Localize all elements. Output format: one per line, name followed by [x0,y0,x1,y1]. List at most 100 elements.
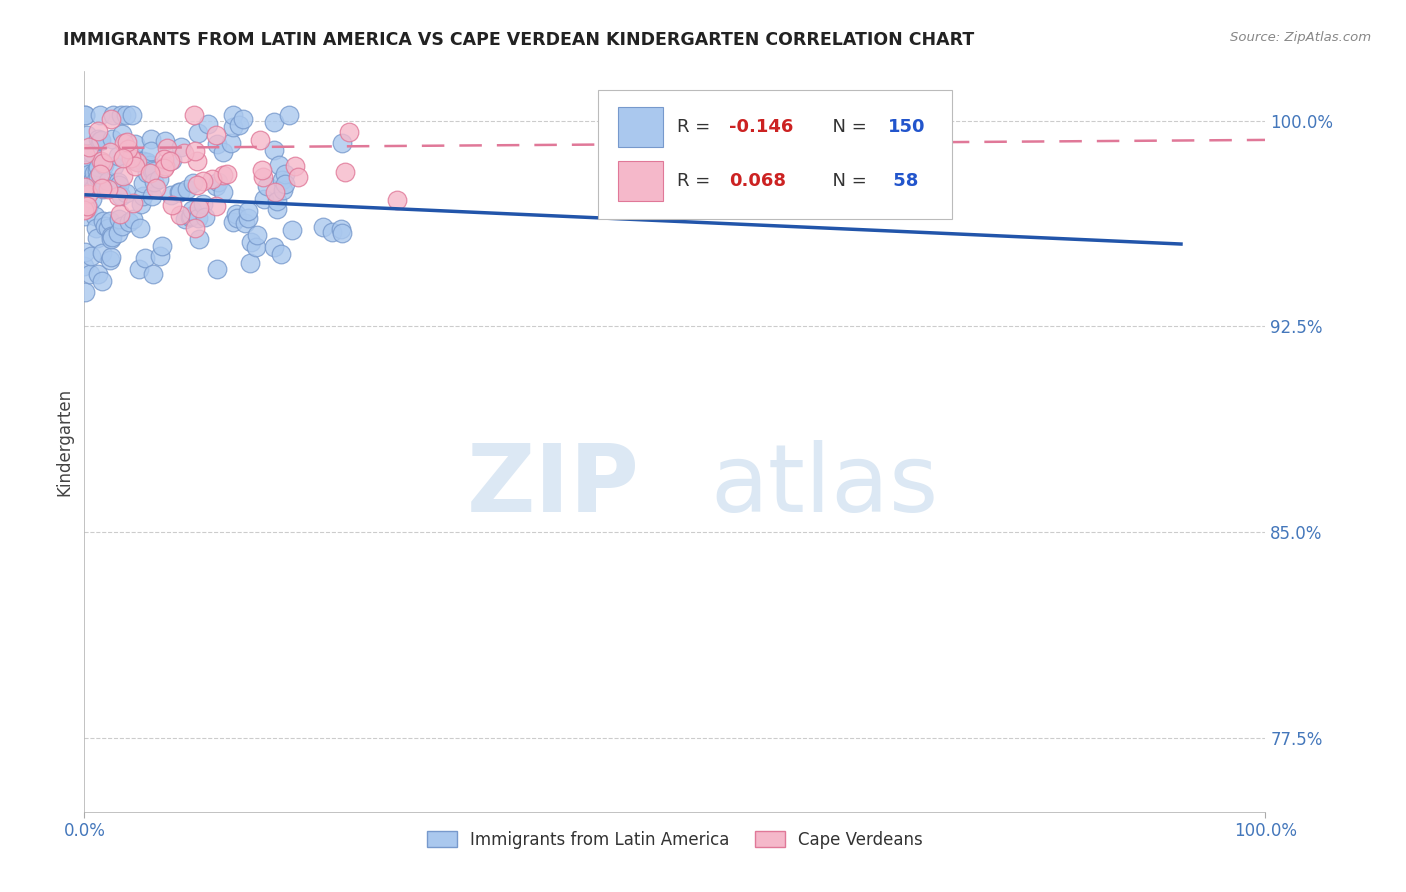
Point [77,186,100,201]
Point [73,172,96,186]
Point [80,174,103,188]
Point [111,219,134,233]
Point [152,161,174,176]
Point [75,209,97,223]
Point [73,285,96,299]
Point [77,140,100,154]
Point [141,145,163,159]
Point [76,184,98,198]
Point [219,136,242,151]
Point [160,188,183,202]
Point [139,166,162,180]
Point [274,167,297,181]
Point [170,140,193,154]
Point [385,194,408,208]
Point [107,149,129,163]
Point [173,145,195,160]
Point [197,117,219,131]
Text: atlas: atlas [710,440,939,532]
Point [153,152,176,166]
Point [222,215,245,229]
Text: 150: 150 [887,118,925,136]
Point [271,183,294,197]
Point [249,133,271,147]
Point [73,203,96,218]
Point [139,158,162,172]
Point [337,125,360,139]
Point [143,175,166,189]
Point [100,112,122,126]
Text: 58: 58 [887,172,920,190]
Point [97,174,120,188]
Point [321,225,343,239]
Point [284,159,307,173]
Point [132,176,155,190]
Point [97,220,120,235]
Point [245,240,267,254]
Point [194,210,217,224]
Point [129,220,152,235]
Point [142,268,165,282]
Point [187,232,209,246]
Point [145,180,167,194]
Legend: Immigrants from Latin America, Cape Verdeans: Immigrants from Latin America, Cape Verd… [420,824,929,855]
Text: Source: ZipAtlas.com: Source: ZipAtlas.com [1230,31,1371,45]
Point [148,172,170,186]
Point [121,108,143,122]
Point [205,128,228,142]
Text: -0.146: -0.146 [730,118,793,136]
Point [101,108,124,122]
FancyBboxPatch shape [619,161,664,202]
Point [330,221,353,235]
Point [252,169,274,184]
Point [281,223,304,237]
Point [114,186,136,200]
Point [84,173,107,187]
Text: IMMIGRANTS FROM LATIN AMERICA VS CAPE VERDEAN KINDERGARTEN CORRELATION CHART: IMMIGRANTS FROM LATIN AMERICA VS CAPE VE… [63,31,974,49]
Point [107,175,129,189]
Point [217,167,239,181]
Point [82,192,104,206]
Point [150,239,173,253]
Point [86,124,108,138]
Point [125,153,148,168]
Point [103,159,125,173]
Point [270,172,292,186]
Point [222,120,245,134]
Point [160,198,183,212]
Point [124,159,146,173]
Point [122,153,145,168]
Point [73,108,96,122]
Point [90,274,112,288]
Point [110,188,132,202]
Point [330,136,353,150]
Point [114,108,136,122]
Point [89,167,111,181]
Point [250,163,273,178]
Point [274,178,297,192]
Point [169,208,191,222]
Point [187,201,209,215]
Point [264,185,287,199]
Point [205,261,228,276]
Point [141,162,163,177]
Point [98,252,121,267]
Point [121,151,143,165]
Point [211,168,233,182]
Point [180,209,202,223]
Point [184,220,207,235]
Point [90,154,112,169]
Point [73,108,96,122]
Point [156,141,179,155]
Text: R =: R = [678,118,716,136]
Point [82,182,104,196]
Point [187,126,209,140]
Point [91,156,114,170]
Point [153,159,176,173]
Point [128,262,150,277]
Point [205,178,228,193]
Point [232,112,254,126]
Point [266,202,288,216]
Point [86,267,108,281]
Point [136,166,159,180]
